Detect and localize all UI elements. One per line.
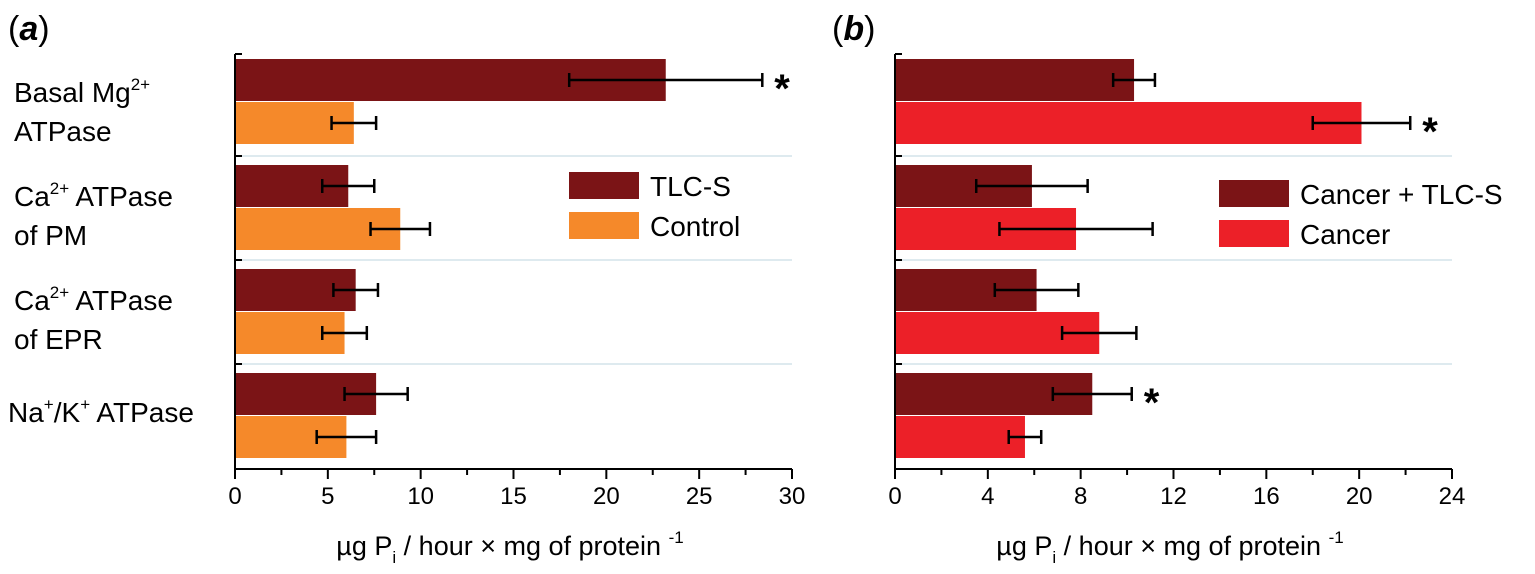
x-tick-label: 20	[1346, 483, 1373, 510]
panel-a-axes: 0 5 10 15 20 25 30	[228, 53, 806, 510]
legend-label-cancer: Cancer	[1300, 219, 1390, 250]
legend-label-cancer-tlc-s: Cancer + TLC-S	[1300, 179, 1503, 210]
panel-a-legend: TLC-S Control	[569, 171, 740, 242]
x-tick-label: 16	[1253, 483, 1280, 510]
error-bar-a-s1-c0	[330, 116, 378, 130]
x-tick-label: 30	[779, 483, 806, 510]
panel-b-x-axis-label: µg Pi / hour × mg of protein -1	[996, 528, 1343, 567]
legend-label-control: Control	[650, 211, 740, 242]
category-label-ca-epr-line1: Ca2+ ATPase	[14, 283, 173, 316]
x-tick-label: 24	[1439, 483, 1466, 510]
error-bar-b-s0-c2	[993, 283, 1080, 297]
panel-a-x-axis-label: µg Pi / hour × mg of protein -1	[336, 528, 683, 567]
significance-star: *	[1144, 381, 1160, 425]
significance-star: *	[1422, 110, 1438, 154]
category-label-ca-pm-line1: Ca2+ ATPase	[14, 179, 173, 212]
bar-b-s1-c0	[895, 102, 1362, 144]
x-tick-label: 4	[981, 483, 994, 510]
bar-b-s1-c3	[895, 416, 1025, 458]
legend-swatch-cancer-tlc-s	[1219, 180, 1289, 207]
error-bar-a-s1-c3	[315, 430, 378, 444]
error-bar-b-s0-c0	[1111, 73, 1157, 87]
x-tick-label: 20	[593, 483, 620, 510]
bar-b-s0-c0	[895, 59, 1135, 101]
x-tick-label: 10	[407, 483, 434, 510]
panel-b-legend: Cancer + TLC-S Cancer	[1219, 179, 1503, 250]
error-bar-a-s1-c2	[321, 326, 369, 340]
x-tick-label: 8	[1074, 483, 1087, 510]
error-bar-a-s0-c0	[567, 73, 764, 87]
error-bar-a-s1-c1	[369, 222, 432, 236]
x-tick-label: 0	[888, 483, 901, 510]
significance-star: *	[774, 67, 790, 111]
category-labels: Basal Mg2+ ATPase Ca2+ ATPase of PM Ca2+…	[8, 75, 194, 428]
panel-b-bars: **	[895, 59, 1438, 458]
x-tick-label: 25	[686, 483, 713, 510]
error-bar-b-s1-c1	[998, 222, 1154, 236]
panel-a-plot: * 0 5 10 15 20 25 30 µg Pi / hour × mg of prot…	[228, 53, 806, 567]
error-bar-b-s0-c3	[1051, 387, 1133, 401]
x-tick-label: 0	[228, 483, 241, 510]
legend-swatch-tlc-s	[569, 172, 639, 199]
category-label-ca-pm-line2: of PM	[14, 220, 87, 251]
x-tick-label: 12	[1160, 483, 1187, 510]
category-label-basal-mg-line1: Basal Mg2+	[14, 75, 150, 108]
error-bar-b-s1-c2	[1060, 326, 1138, 340]
category-label-basal-mg-line2: ATPase	[14, 116, 112, 147]
error-bar-b-s1-c3	[1007, 430, 1043, 444]
error-bar-a-s0-c2	[332, 283, 380, 297]
category-label-ca-epr-line2: of EPR	[14, 324, 103, 355]
panel-b-axes: 0 4 8 12 16 20 24	[888, 53, 1466, 510]
error-bar-a-s0-c1	[321, 179, 376, 193]
error-bar-b-s1-c0	[1311, 116, 1412, 130]
legend-swatch-control	[569, 212, 639, 239]
panel-b-label: (b)	[832, 10, 875, 48]
panel-a-bars: *	[235, 59, 790, 458]
error-bar-a-s0-c3	[343, 387, 409, 401]
x-tick-label: 15	[500, 483, 527, 510]
category-label-na-k: Na+/K+ ATPase	[8, 395, 194, 428]
error-bar-b-s0-c1	[974, 179, 1089, 193]
legend-swatch-cancer	[1219, 220, 1289, 247]
legend-label-tlc-s: TLC-S	[650, 171, 731, 202]
panel-a-label: (a)	[8, 10, 50, 48]
x-tick-label: 5	[321, 483, 334, 510]
panel-b-plot: ** 0 4 8 12 16 20 24 µg Pi / hour × mg of prot…	[888, 53, 1503, 567]
